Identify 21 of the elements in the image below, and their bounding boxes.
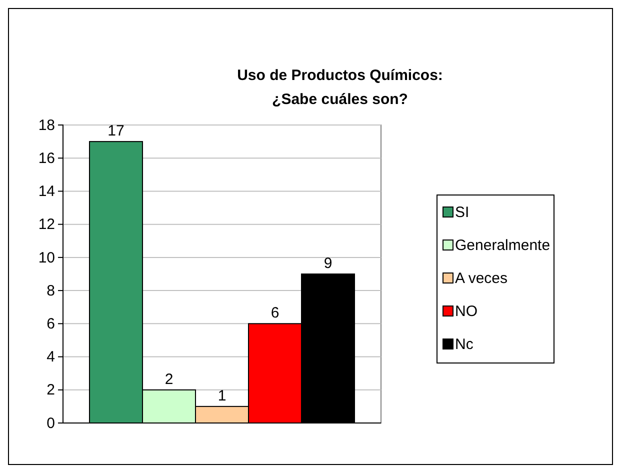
legend-label: SI bbox=[455, 204, 470, 221]
y-tick-label: 4 bbox=[46, 348, 55, 366]
y-tick-label: 16 bbox=[38, 150, 55, 167]
legend-label: NO bbox=[455, 303, 478, 320]
y-tick-label: 2 bbox=[46, 382, 55, 399]
y-tick-label: 14 bbox=[38, 183, 55, 200]
legend-label: Nc bbox=[455, 336, 474, 353]
data-label: 9 bbox=[324, 255, 332, 272]
y-tick-label: 18 bbox=[38, 116, 55, 134]
legend-label: Generalmente bbox=[455, 237, 550, 254]
y-tick-label: 12 bbox=[38, 216, 55, 234]
y-tick-label: 0 bbox=[46, 414, 55, 432]
y-tick-label: 10 bbox=[38, 249, 55, 266]
data-label: 1 bbox=[218, 387, 226, 404]
data-label: 2 bbox=[164, 370, 174, 388]
legend-label: A veces bbox=[455, 270, 508, 287]
data-label: 6 bbox=[270, 304, 280, 322]
y-tick-label: 6 bbox=[46, 315, 55, 332]
y-tick-label: 8 bbox=[46, 282, 55, 300]
chart-title: Uso de Productos Químicos: ¿Sabe cuáles son? bbox=[237, 67, 443, 108]
data-label: 17 bbox=[108, 122, 124, 140]
